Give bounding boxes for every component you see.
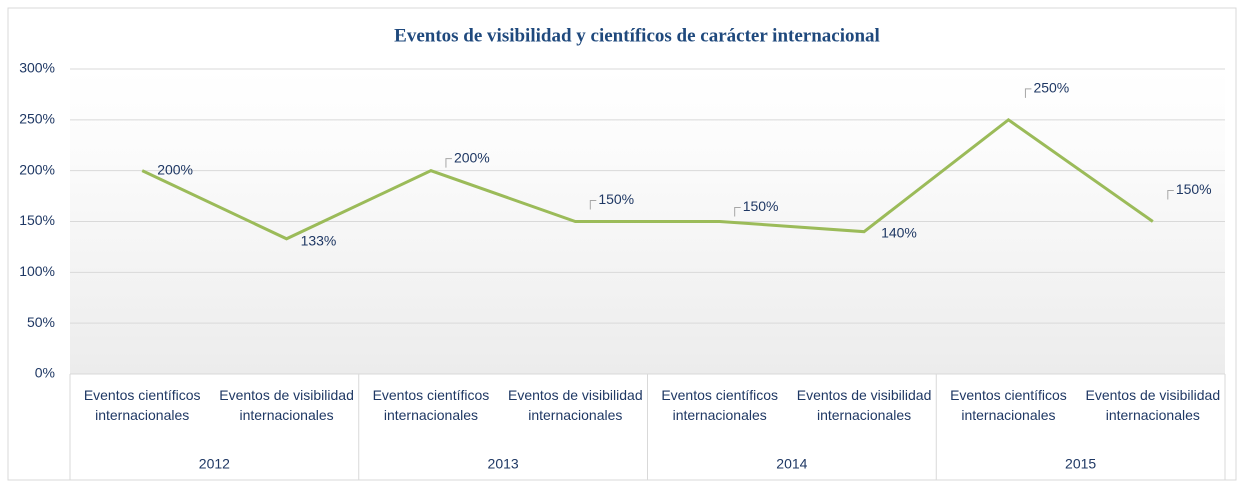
leader-line bbox=[734, 207, 741, 217]
data-label: 133% bbox=[301, 232, 337, 248]
x-tick-label: Eventos de visibilidad internacionales bbox=[796, 387, 932, 423]
leader-line bbox=[589, 200, 597, 210]
y-tick-label: 250% bbox=[19, 111, 55, 127]
y-tick-label: 0% bbox=[35, 365, 55, 381]
group-label: 2015 bbox=[1065, 456, 1096, 472]
data-label: 200% bbox=[454, 149, 490, 165]
leader-line bbox=[1024, 88, 1032, 98]
x-tick-label: Eventos de visibilidad internacionales bbox=[507, 387, 643, 423]
data-label: 150% bbox=[598, 191, 634, 207]
y-tick-label: 100% bbox=[19, 263, 55, 279]
group-label: 2012 bbox=[199, 456, 230, 472]
data-label: 150% bbox=[743, 198, 779, 214]
group-label: 2014 bbox=[776, 456, 807, 472]
x-tick-label: Eventos de visibilidad internacionales bbox=[219, 387, 354, 423]
x-tick-label: Eventos científicos internacionales bbox=[950, 387, 1067, 423]
y-tick-label: 300% bbox=[19, 60, 55, 76]
data-label: 250% bbox=[1033, 80, 1069, 96]
group-label: 2013 bbox=[488, 456, 519, 472]
x-tick-label: Eventos de visibilidad internacionales bbox=[1085, 387, 1221, 423]
y-tick-label: 150% bbox=[19, 212, 55, 228]
data-label: 150% bbox=[1176, 181, 1212, 197]
leader-line bbox=[1167, 190, 1174, 200]
x-tick-label: Eventos científicos internacionales bbox=[83, 387, 201, 423]
data-label: 200% bbox=[157, 161, 193, 177]
x-tick-label: Eventos científicos internacionales bbox=[661, 387, 779, 423]
data-line bbox=[141, 117, 1154, 241]
leader-line bbox=[445, 158, 452, 168]
data-label: 140% bbox=[881, 224, 917, 240]
y-tick-label: 200% bbox=[19, 161, 55, 177]
chart-title: Eventos de visibilidad y científicos de … bbox=[394, 25, 880, 46]
x-tick-label: Eventos científicos internacionales bbox=[372, 387, 490, 423]
y-tick-label: 50% bbox=[27, 314, 55, 330]
